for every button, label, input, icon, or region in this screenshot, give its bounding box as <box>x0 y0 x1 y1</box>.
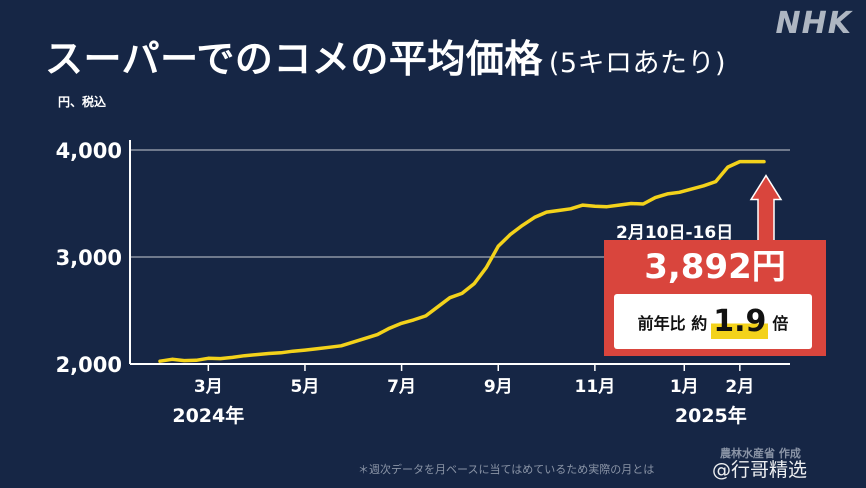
source-credit: 農林水産省 作成 <box>720 447 801 460</box>
x-tick-label: 5月 <box>291 377 320 397</box>
price-series-line <box>158 159 766 363</box>
title-sub: (5キロあたり) <box>548 48 727 79</box>
x-tick-label: 9月 <box>484 377 513 397</box>
y-tick-layer: 2,000 3,000 4,000 <box>56 139 122 377</box>
year-label: 2025年 <box>675 404 747 427</box>
callout-date: 2月10日-16日 <box>616 223 734 243</box>
x-tick-label: 7月 <box>387 377 416 397</box>
nhk-logo: NHK <box>775 6 852 41</box>
callout-price: 3,892円 <box>644 247 786 287</box>
y-axis-unit-label: 円、税込 <box>58 95 107 109</box>
y-tick-label: 3,000 <box>56 246 122 270</box>
x-tick-label: 3月 <box>194 377 223 397</box>
x-tick-label: 11月 <box>575 377 616 397</box>
arrow-layer <box>749 174 783 243</box>
year-label: 2024年 <box>172 404 244 427</box>
callout-ratio-box: 前年比 約 1.9 倍 <box>614 294 812 349</box>
watermark: @行哥精选 <box>712 459 808 481</box>
series-layer <box>158 159 766 363</box>
chart-title: スーパーでのコメの平均価格 (5キロあたり) <box>45 28 726 83</box>
y-tick-label: 2,000 <box>56 353 122 377</box>
y-tick-label: 4,000 <box>56 139 122 163</box>
ratio-value: 1.9 <box>711 304 769 339</box>
x-tick-label: 1月 <box>670 377 699 397</box>
x-tick-layer: 3月 5月 7月 9月 11月 1月 2月 2024年 2025年 <box>172 364 754 427</box>
ratio-suffix: 倍 <box>772 313 789 333</box>
footnote: ＊週次データを月ベースに当てはめているため実際の月とは <box>358 463 655 476</box>
up-arrow-icon <box>749 174 783 243</box>
ratio-prefix: 前年比 約 <box>637 313 708 333</box>
title-main: スーパーでのコメの平均価格 <box>45 37 543 81</box>
x-tick-label: 2月 <box>725 377 754 397</box>
